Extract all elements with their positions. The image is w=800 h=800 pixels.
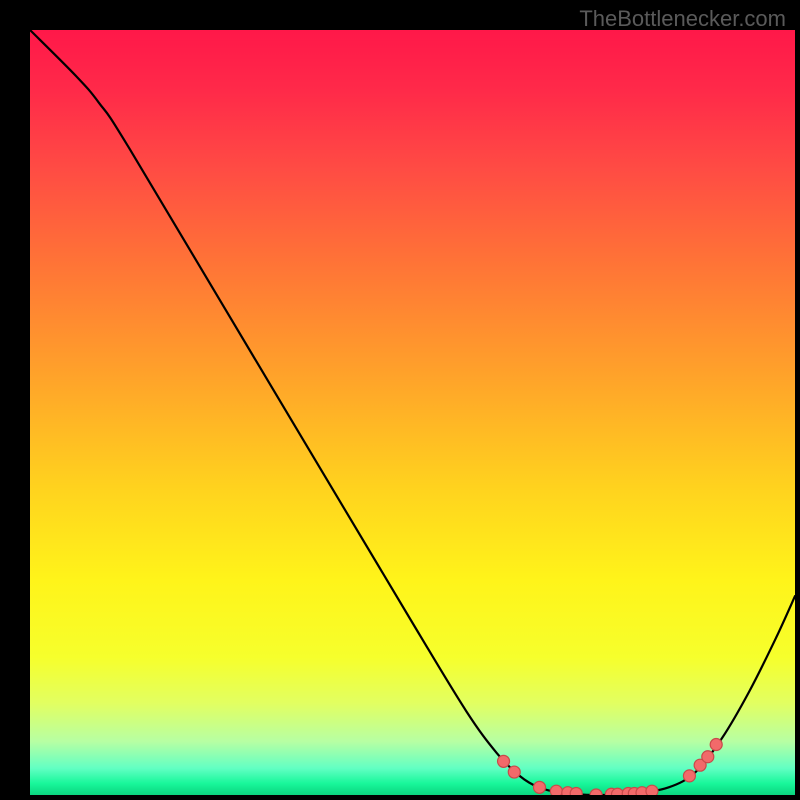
curve-marker: [550, 785, 562, 797]
curve-marker: [702, 751, 714, 763]
watermark-label: TheBottlenecker.com: [579, 6, 786, 32]
chart-container: TheBottlenecker.com: [0, 0, 800, 800]
bottleneck-curve-chart: [0, 0, 800, 800]
curve-marker: [590, 789, 602, 800]
curve-marker: [710, 739, 722, 751]
curve-marker: [498, 755, 510, 767]
curve-marker: [683, 770, 695, 782]
curve-marker: [533, 781, 545, 793]
plot-background: [30, 30, 795, 795]
curve-marker: [646, 785, 658, 797]
curve-marker: [508, 766, 520, 778]
curve-marker: [570, 787, 582, 799]
